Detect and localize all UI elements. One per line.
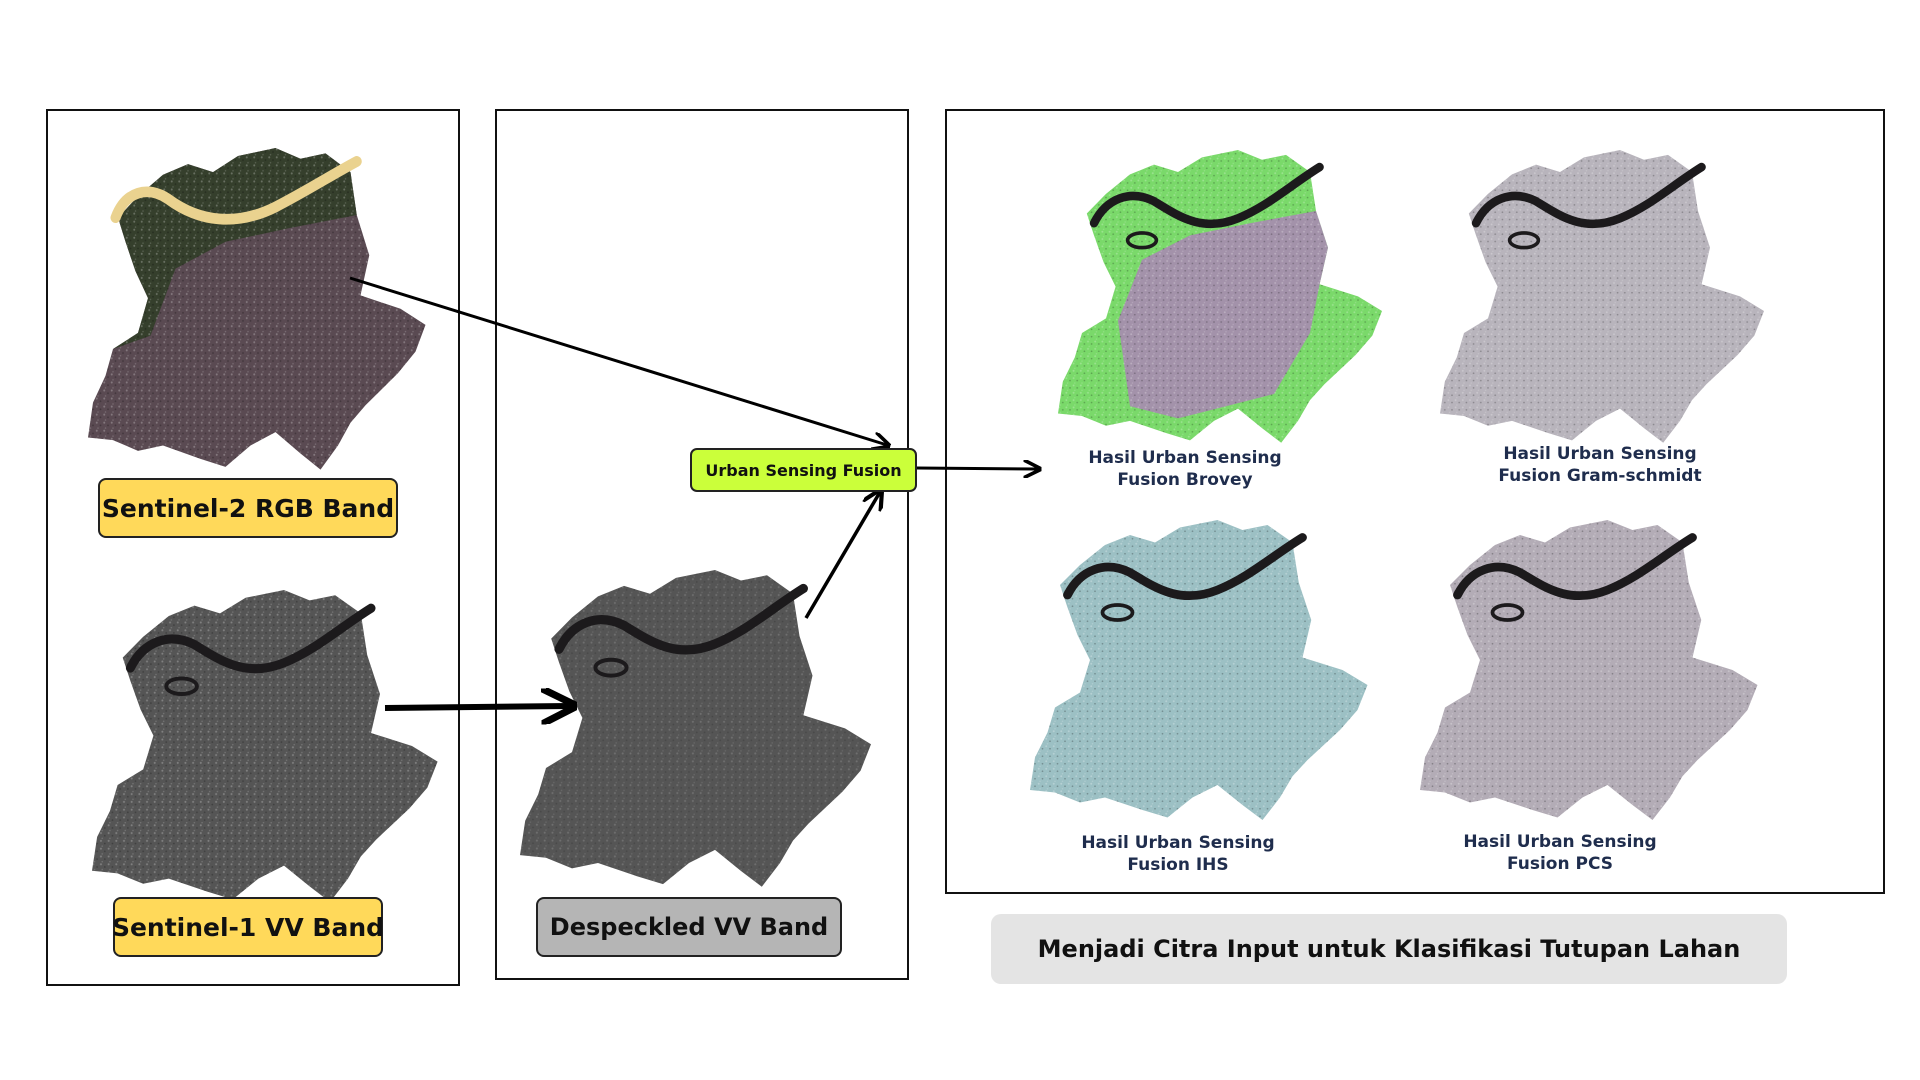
preprocessing-panel — [495, 109, 909, 980]
caption-line: Hasil Urban Sensing — [1081, 833, 1275, 853]
caption-brovey: Hasil Urban Sensing Fusion Brovey — [1085, 447, 1285, 491]
input-panel — [46, 109, 460, 986]
caption-line: Fusion Gram-schmidt — [1498, 466, 1702, 486]
caption-line: Hasil Urban Sensing — [1088, 448, 1282, 468]
sentinel2-label: Sentinel-2 RGB Band — [98, 478, 398, 538]
caption-line: Fusion PCS — [1506, 854, 1613, 874]
output-banner: Menjadi Citra Input untuk Klasifikasi Tu… — [991, 914, 1787, 984]
despeckled-label: Despeckled VV Band — [536, 897, 842, 957]
caption-line: Hasil Urban Sensing — [1463, 832, 1657, 852]
sentinel1-label: Sentinel-1 VV Band — [112, 897, 384, 957]
fusion-label: Urban Sensing Fusion — [690, 448, 917, 492]
caption-ihs: Hasil Urban Sensing Fusion IHS — [1078, 832, 1278, 876]
caption-line: Fusion Brovey — [1117, 470, 1253, 490]
results-panel — [945, 109, 1885, 894]
caption-line: Fusion IHS — [1127, 855, 1229, 875]
caption-line: Hasil Urban Sensing — [1503, 444, 1697, 464]
caption-gram-schmidt: Hasil Urban Sensing Fusion Gram-schmidt — [1490, 443, 1710, 487]
caption-pcs: Hasil Urban Sensing Fusion PCS — [1460, 831, 1660, 875]
